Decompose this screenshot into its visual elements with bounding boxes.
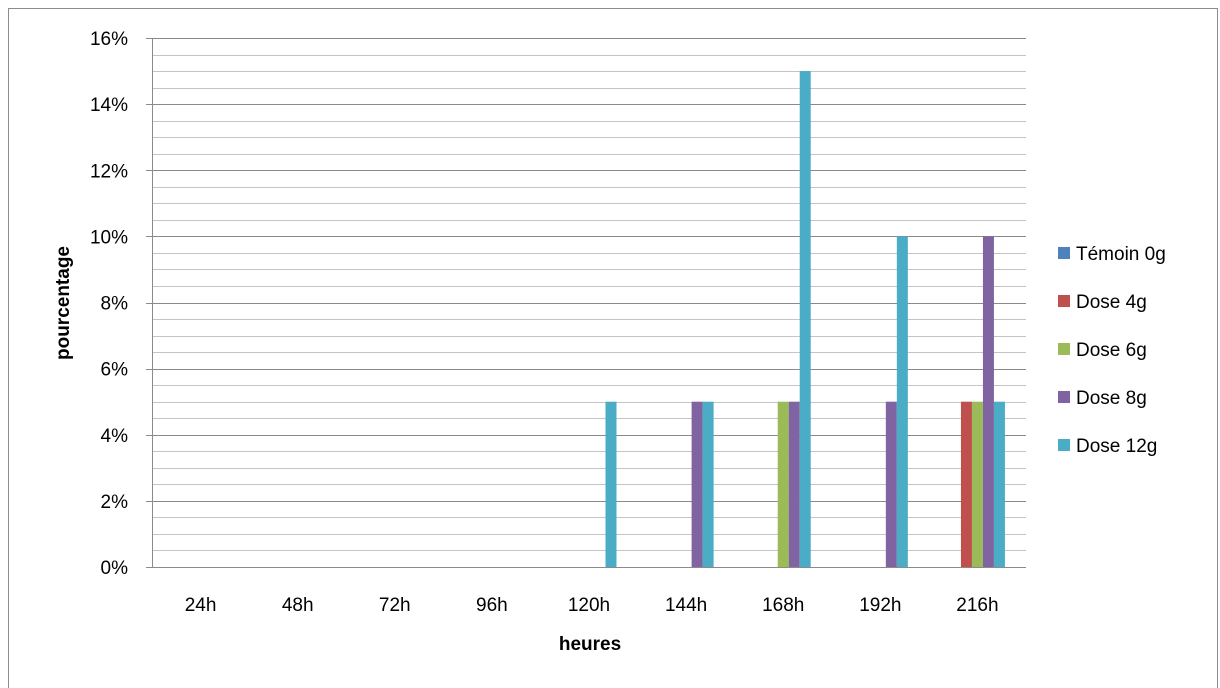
y-tick-label: 16%: [90, 29, 128, 50]
bar: [702, 401, 714, 567]
x-tick-label: 72h: [379, 595, 411, 616]
chart-area: [8, 8, 1218, 688]
bar: [605, 401, 617, 567]
y-tick-label: 2%: [101, 492, 129, 513]
bar: [971, 401, 983, 567]
y-tick-labels: 0% 2% 4% 6% 8% 10% 12% 14% 16%: [90, 29, 128, 579]
bar: [960, 401, 972, 567]
legend-swatch: [1058, 343, 1070, 355]
bar: [691, 401, 703, 567]
x-tick-labels: 24h 48h 72h 96h 120h 144h 168h 192h 216h: [185, 595, 999, 616]
legend-swatch: [1058, 439, 1070, 451]
x-tick-label: 216h: [956, 595, 998, 616]
legend-swatch: [1058, 295, 1070, 307]
legend-swatch: [1058, 247, 1070, 259]
axes: [146, 38, 1026, 568]
x-tick-label: 96h: [476, 595, 508, 616]
x-axis-label: heures: [559, 634, 621, 655]
y-axis-label: pourcentage: [53, 246, 74, 360]
x-tick-label: 168h: [762, 595, 804, 616]
gridlines: [152, 38, 1026, 568]
y-tick-label: 6%: [101, 360, 129, 381]
bar: [777, 401, 789, 567]
legend-label: Dose 4g: [1076, 292, 1147, 313]
legend-swatch: [1058, 391, 1070, 403]
bar: [993, 401, 1005, 567]
x-tick-label: 24h: [185, 595, 217, 616]
bar: [885, 401, 897, 567]
legend-label: Dose 12g: [1076, 436, 1157, 457]
x-tick-label: 120h: [568, 595, 610, 616]
legend: Témoin 0g Dose 4g Dose 6g Dose 8g Dose 12g: [1058, 244, 1166, 457]
x-tick-label: 144h: [665, 595, 707, 616]
x-tick-label: 48h: [282, 595, 314, 616]
y-tick-label: 4%: [101, 426, 129, 447]
x-tick-label: 192h: [859, 595, 901, 616]
y-tick-label: 10%: [90, 227, 128, 248]
legend-label: Témoin 0g: [1076, 244, 1166, 265]
bar: [896, 236, 908, 567]
bars: [605, 71, 1005, 567]
legend-label: Dose 8g: [1076, 388, 1147, 409]
y-tick-label: 14%: [90, 95, 128, 116]
legend-label: Dose 6g: [1076, 340, 1147, 361]
bar: [788, 401, 800, 567]
bar: [799, 71, 811, 567]
y-tick-label: 0%: [101, 558, 129, 579]
y-tick-label: 8%: [101, 294, 129, 315]
y-tick-label: 12%: [90, 161, 128, 182]
bar: [982, 236, 994, 567]
